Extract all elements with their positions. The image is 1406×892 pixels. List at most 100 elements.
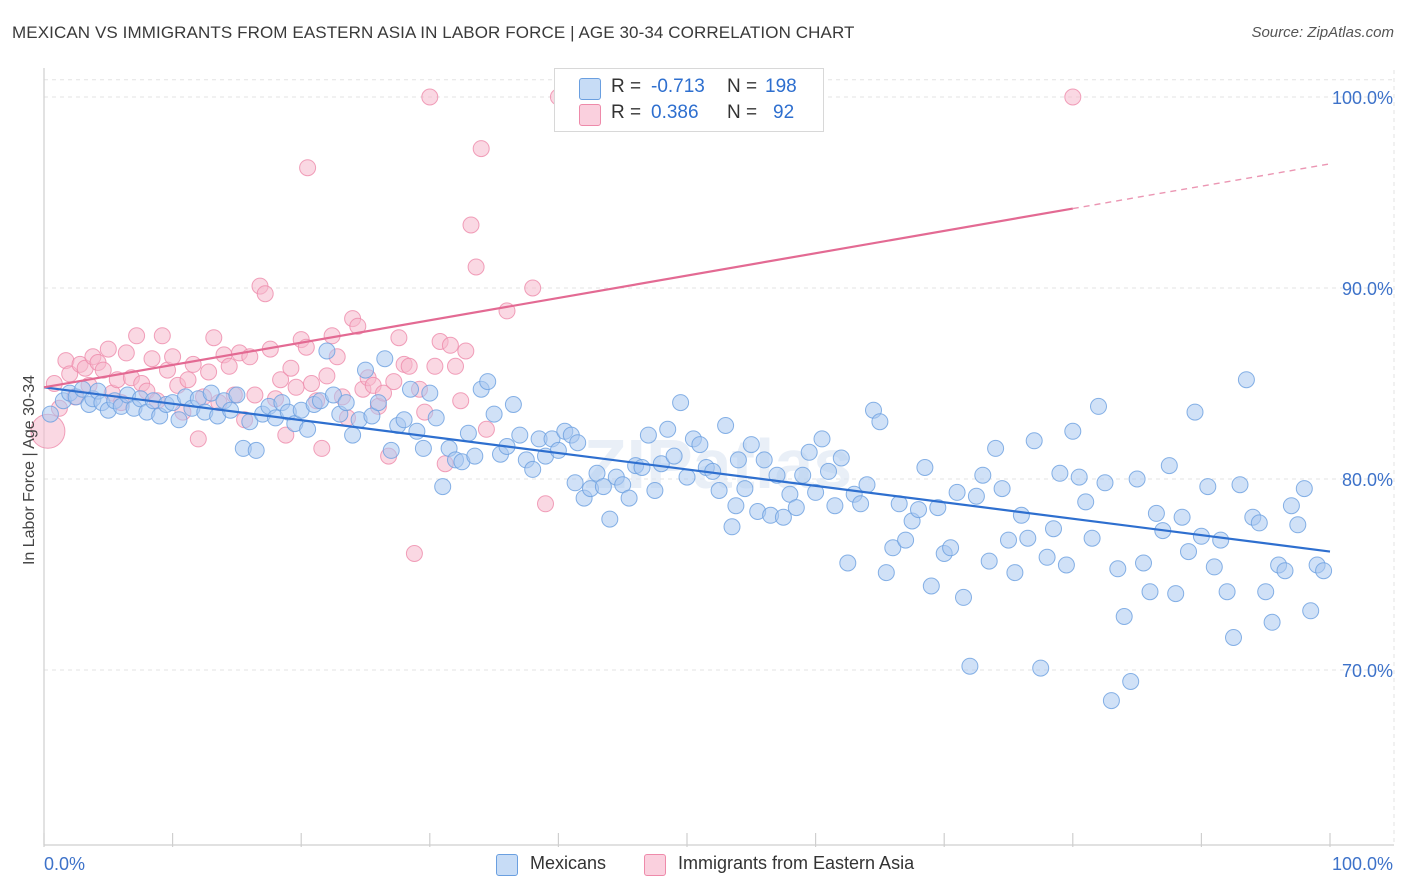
mexicans-point [376,350,394,368]
mexicans-point [813,430,831,448]
mexicans-point [1128,470,1146,488]
mexicans-point [884,539,902,557]
mexicans-point [736,480,754,498]
mexicans-point [967,487,985,505]
eastern-asia-point [164,348,182,366]
mexicans-point [774,508,792,526]
mexicans-point [1167,585,1185,603]
mexicans-point [1083,529,1101,547]
eastern-asia-point [299,159,317,177]
eastern-asia-point [441,336,459,354]
mexicans-point [1025,432,1043,450]
legend-row-eastern-asia: R = 0.386 N = 92 [555,100,823,126]
bottom-legend-swatch-blue [496,854,518,876]
mexicans-point [485,405,503,423]
mexicans-point [691,436,709,454]
mexicans-point [318,342,336,360]
eastern-asia-point [184,355,202,373]
mexicans-point [421,384,439,402]
mexicans-point [807,483,825,501]
bottom-legend-label: Mexicans [530,853,607,873]
mexicans-point [1019,529,1037,547]
mexicans-point [1000,531,1017,549]
mexicans-point [659,420,677,438]
legend-n-label: N = [727,102,758,123]
mexicans-point [1045,520,1062,538]
mexicans-point [1237,371,1255,389]
mexicans-point [395,411,413,429]
eastern-asia-point [272,371,290,389]
eastern-asia-point [421,88,439,106]
mexicans-point [1141,583,1159,601]
x-tick-label: 100.0% [1332,854,1393,874]
mexicans-point [1282,497,1300,515]
mexicans-point [1231,476,1249,494]
eastern-asia-point [390,329,408,347]
stats-legend: R = -0.713 N = 198 R = 0.386 N = 92 [554,68,824,132]
mexicans-point [948,483,966,501]
legend-swatch-pink [579,104,601,126]
mexicans-point [723,518,741,536]
eastern-asia-point [385,373,403,391]
legend-r-value: -0.713 [651,76,705,97]
y-tick-label: 100.0% [1332,88,1393,108]
mexicans-point [228,386,246,404]
bottom-legend-label: Immigrants from Eastern Asia [678,853,915,873]
mexicans-point [1057,556,1075,574]
mexicans-point [202,384,220,402]
mexicans-point [678,468,696,486]
mexicans-point [170,411,188,429]
mexicans-point [729,451,747,469]
mexicans-point [826,497,844,515]
eastern-asia-point [405,545,423,562]
mexicans-point [524,460,542,478]
mexicans-point [1096,474,1114,492]
eastern-asia-point [467,258,485,276]
mexicans-point [1302,602,1320,620]
mexicans-point [987,439,1005,457]
mexicans-point [974,466,992,484]
mexicans-point [299,420,317,438]
eastern-asia-point [349,317,367,335]
mexicans-point [1051,464,1069,482]
mexicans-point [820,462,837,480]
mexicans-point [479,373,497,391]
mexicans-point [1135,554,1152,572]
eastern-asia-point [452,392,470,410]
mexicans-point [41,405,59,423]
mexicans-point [324,386,342,404]
mexicans-point [993,480,1011,498]
mexicans-point [1289,516,1307,534]
eastern-asia-point [143,350,161,368]
legend-n-label: N = [727,76,758,97]
mexicans-point [1070,468,1088,486]
mexicans-point [897,531,915,549]
eastern-asia-point [1064,88,1082,106]
mexicans-point [955,588,972,606]
mexicans-point [1006,564,1024,582]
mexicans-point [1032,659,1050,677]
legend-n-value: 198 [765,76,797,97]
mexicans-point [800,443,818,461]
mexicans-point [1257,583,1275,601]
mexicans-point [942,539,960,557]
mexicans-point [858,476,876,494]
mexicans-point [710,482,728,499]
mexicans-point [852,495,870,513]
mexicans-point [1180,543,1197,561]
eastern-asia-point [205,329,223,347]
eastern-asia-point [256,285,274,303]
eastern-asia-point [200,363,218,381]
eastern-asia-point [189,430,207,448]
eastern-asia-point [400,357,418,375]
mexicans-point [742,436,760,454]
mexicans-point [1077,493,1095,511]
mexicans-point [980,552,998,570]
mexicans-point [620,489,638,507]
eastern-asia-point [303,375,320,392]
mexicans-point [369,394,387,412]
mexicans-point [916,459,934,476]
mexicans-point [337,394,355,412]
mexicans-point [832,449,850,467]
eastern-asia-point [472,140,490,158]
